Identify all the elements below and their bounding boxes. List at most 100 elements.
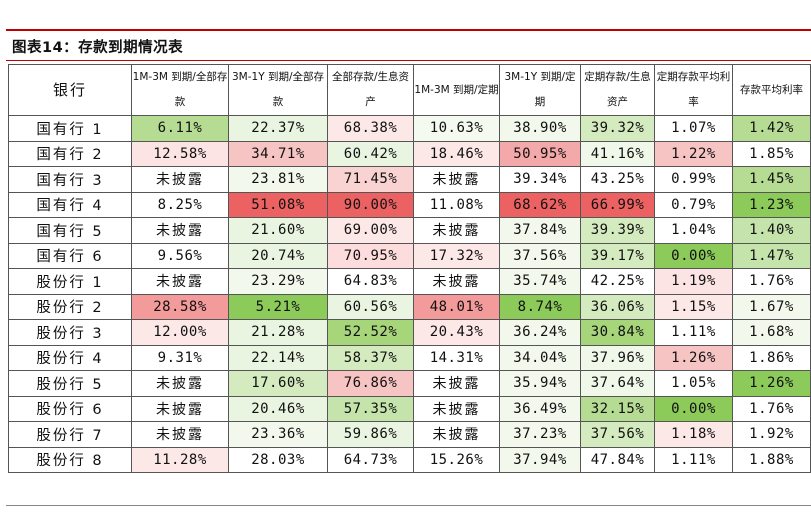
value-cell: 11.28% — [131, 446, 229, 473]
table-body: 国有行 1 6.11% 22.37% 68.38% 10.63% 38.90% 39.32%… — [8, 115, 811, 473]
value-cell: 43.25% — [580, 166, 655, 193]
bank-name-cell: 国有行 6 — [8, 242, 132, 269]
value-cell: 37.96% — [580, 344, 655, 371]
value-cell: 0.99% — [654, 166, 733, 193]
value-cell: 69.00% — [327, 217, 414, 244]
value-cell: 0.00% — [654, 395, 733, 422]
value-cell: 36.06% — [580, 293, 655, 320]
value-cell: 34.04% — [499, 344, 581, 371]
value-cell: 64.83% — [327, 268, 414, 295]
value-cell: 1.68% — [732, 319, 811, 346]
bank-name-cell: 股份行 6 — [8, 395, 132, 422]
bank-name-cell: 股份行 2 — [8, 293, 132, 320]
header-3m1y-time: 3M-1Y 到期/定期 — [499, 64, 581, 116]
value-cell: 21.60% — [228, 217, 328, 244]
value-cell: 未披露 — [413, 217, 500, 244]
table-row: 国有行 2 12.58% 34.71% 60.42% 18.46% 50.95% 41.16… — [8, 140, 811, 167]
value-cell: 1.04% — [654, 217, 733, 244]
value-cell: 90.00% — [327, 191, 414, 218]
table-row: 股份行 2 28.58% 5.21% 60.56% 48.01% 8.74% 36.06% 1… — [8, 293, 811, 320]
value-cell: 1.88% — [732, 446, 811, 473]
value-cell: 37.56% — [580, 421, 655, 448]
value-cell: 8.25% — [131, 191, 229, 218]
value-cell: 39.17% — [580, 242, 655, 269]
value-cell: 35.74% — [499, 268, 581, 295]
deposit-maturity-table: 银行 1M-3M 到期/全部存款 3M-1Y 到期/全部存款 全部存款/生息资产… — [8, 64, 811, 473]
value-cell: 71.45% — [327, 166, 414, 193]
value-cell: 38.90% — [499, 115, 581, 142]
value-cell: 22.14% — [228, 344, 328, 371]
value-cell: 12.58% — [131, 140, 229, 167]
bank-name-cell: 股份行 4 — [8, 344, 132, 371]
value-cell: 未披露 — [413, 395, 500, 422]
value-cell: 1.05% — [654, 370, 733, 397]
value-cell: 1.45% — [732, 166, 811, 193]
value-cell: 未披露 — [131, 421, 229, 448]
value-cell: 未披露 — [131, 217, 229, 244]
value-cell: 50.95% — [499, 140, 581, 167]
value-cell: 28.03% — [228, 446, 328, 473]
value-cell: 1.23% — [732, 191, 811, 218]
value-cell: 41.16% — [580, 140, 655, 167]
value-cell: 76.86% — [327, 370, 414, 397]
table-row: 股份行 5 未披露 17.60% 76.86% 未披露 35.94% 37.64% 1.05%… — [8, 370, 811, 397]
header-time-rate: 定期存款平均利率 — [654, 64, 733, 116]
table-row: 国有行 1 6.11% 22.37% 68.38% 10.63% 38.90% 39.32%… — [8, 115, 811, 142]
value-cell: 17.32% — [413, 242, 500, 269]
value-cell: 1.26% — [654, 344, 733, 371]
value-cell: 22.37% — [228, 115, 328, 142]
value-cell: 未披露 — [413, 268, 500, 295]
value-cell: 未披露 — [131, 166, 229, 193]
bank-name-cell: 国有行 3 — [8, 166, 132, 193]
header-3m1y-all: 3M-1Y 到期/全部存款 — [228, 64, 328, 116]
value-cell: 0.79% — [654, 191, 733, 218]
value-cell: 1.67% — [732, 293, 811, 320]
value-cell: 70.95% — [327, 242, 414, 269]
value-cell: 14.31% — [413, 344, 500, 371]
bank-name-cell: 股份行 5 — [8, 370, 132, 397]
value-cell: 52.52% — [327, 319, 414, 346]
value-cell: 5.21% — [228, 293, 328, 320]
value-cell: 20.43% — [413, 319, 500, 346]
table-row: 股份行 6 未披露 20.46% 57.35% 未披露 36.49% 32.15% 0.00%… — [8, 395, 811, 422]
value-cell: 37.94% — [499, 446, 581, 473]
value-cell: 1.85% — [732, 140, 811, 167]
value-cell: 64.73% — [327, 446, 414, 473]
bank-name-cell: 国有行 2 — [8, 140, 132, 167]
value-cell: 28.58% — [131, 293, 229, 320]
value-cell: 6.11% — [131, 115, 229, 142]
value-cell: 1.11% — [654, 446, 733, 473]
bank-name-cell: 股份行 1 — [8, 268, 132, 295]
value-cell: 1.19% — [654, 268, 733, 295]
value-cell: 34.71% — [228, 140, 328, 167]
table-row: 国有行 3 未披露 23.81% 71.45% 未披露 39.34% 43.25% 0.99%… — [8, 166, 811, 193]
value-cell: 47.84% — [580, 446, 655, 473]
value-cell: 未披露 — [413, 166, 500, 193]
value-cell: 未披露 — [131, 268, 229, 295]
value-cell: 1.15% — [654, 293, 733, 320]
value-cell: 23.29% — [228, 268, 328, 295]
value-cell: 39.34% — [499, 166, 581, 193]
value-cell: 36.49% — [499, 395, 581, 422]
title-rule — [6, 60, 811, 61]
value-cell: 35.94% — [499, 370, 581, 397]
value-cell: 11.08% — [413, 191, 500, 218]
value-cell: 42.25% — [580, 268, 655, 295]
header-row: 银行 1M-3M 到期/全部存款 3M-1Y 到期/全部存款 全部存款/生息资产… — [8, 64, 811, 116]
value-cell: 12.00% — [131, 319, 229, 346]
value-cell: 1.42% — [732, 115, 811, 142]
value-cell: 1.22% — [654, 140, 733, 167]
table-row: 股份行 3 12.00% 21.28% 52.52% 20.43% 36.24% 30.84… — [8, 319, 811, 346]
header-time-assets: 定期存款/生息资产 — [580, 64, 655, 116]
bottom-rule — [6, 505, 811, 506]
value-cell: 1.18% — [654, 421, 733, 448]
value-cell: 37.64% — [580, 370, 655, 397]
value-cell: 23.36% — [228, 421, 328, 448]
value-cell: 20.74% — [228, 242, 328, 269]
value-cell: 51.08% — [228, 191, 328, 218]
bank-name-cell: 国有行 5 — [8, 217, 132, 244]
bank-name-cell: 股份行 3 — [8, 319, 132, 346]
table-row: 股份行 1 未披露 23.29% 64.83% 未披露 35.74% 42.25% 1.19%… — [8, 268, 811, 295]
value-cell: 37.23% — [499, 421, 581, 448]
bank-name-cell: 股份行 8 — [8, 446, 132, 473]
